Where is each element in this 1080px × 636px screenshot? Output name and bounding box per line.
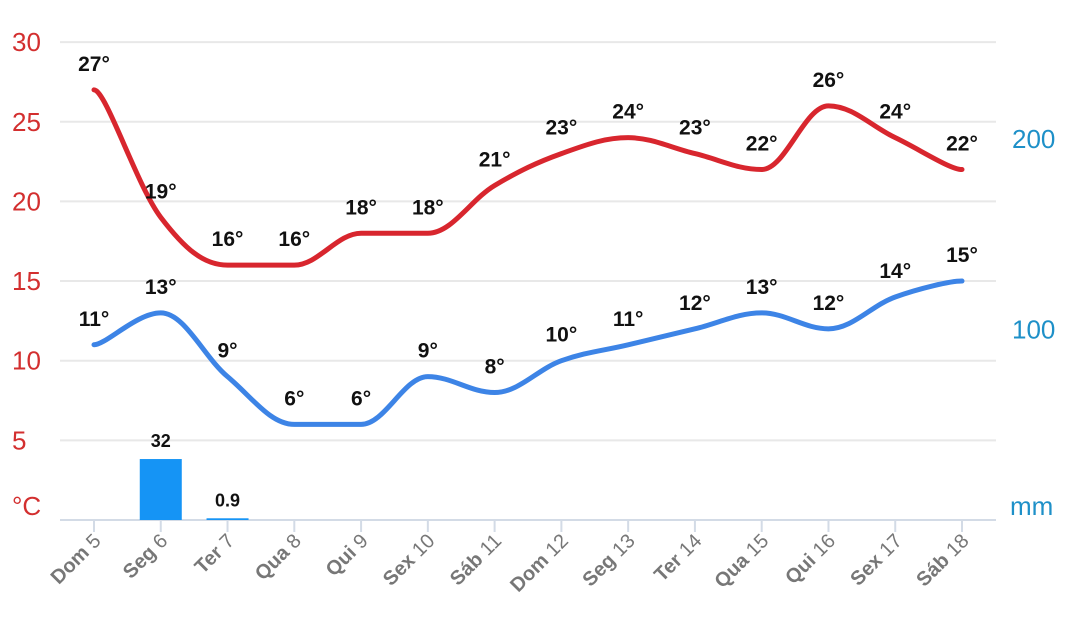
x-tick-label: Qua 15 xyxy=(710,530,773,593)
x-tick-label: Sáb 11 xyxy=(446,530,506,590)
x-tick-label: Sex 17 xyxy=(846,530,906,590)
x-tick-label: Seg 6 xyxy=(119,530,172,583)
x-tick-label: Qui 9 xyxy=(322,530,373,581)
left-tick-label: 20 xyxy=(12,186,41,216)
max-temperature-label: 18° xyxy=(412,196,444,219)
left-tick-label: 10 xyxy=(12,346,41,376)
precipitation-bars: 320.9 xyxy=(139,431,249,520)
min-temperature-label: 13° xyxy=(746,276,778,299)
x-tick-label: Ter 7 xyxy=(191,530,239,578)
max-temperature-label: 24° xyxy=(879,101,911,124)
max-temperature-label: 24° xyxy=(612,101,644,124)
precipitation-label: 32 xyxy=(151,431,171,451)
max-temperature-label: 16° xyxy=(212,228,244,251)
x-tick-label: Qui 16 xyxy=(781,530,840,589)
precipitation-label: 0.9 xyxy=(215,490,240,510)
max-temperature-label: 22° xyxy=(946,133,978,156)
min-temperature-label: 9° xyxy=(217,340,237,363)
min-temperature-label: 12° xyxy=(679,292,711,315)
max-temperature-label: 19° xyxy=(145,180,177,203)
min-temperature-label: 11° xyxy=(613,308,644,331)
min-temperature-label: 9° xyxy=(418,340,438,363)
left-tick-label: 15 xyxy=(12,266,41,296)
right-tick-label: 100 xyxy=(1012,315,1055,345)
min-temperature-label: 14° xyxy=(879,260,911,283)
x-tick-label: Dom 5 xyxy=(47,530,106,589)
x-tick-label: Seg 13 xyxy=(579,530,640,591)
min-temperature-label: 12° xyxy=(813,292,845,315)
min-temperature-line xyxy=(91,278,965,427)
min-temperature-label: 11° xyxy=(79,308,110,331)
max-temperature-label: 23° xyxy=(679,117,711,140)
min-temperature-label: 10° xyxy=(546,324,578,347)
precipitation-bar xyxy=(139,459,182,520)
x-tick-label: Sáb 18 xyxy=(912,530,973,591)
precipitation-bar xyxy=(206,518,249,520)
temperature-lines: 27° 19° 16° 16° 18° 18° 21° 23° 24° 23° 22° 26° 24° 2… xyxy=(78,53,978,427)
x-tick-label: Sex 10 xyxy=(379,530,439,590)
min-temperature-label: 13° xyxy=(145,276,177,299)
left-tick-label: 25 xyxy=(12,107,41,137)
right-axis: 100 200 mm xyxy=(1010,124,1055,521)
x-tick-label: Dom 12 xyxy=(506,530,573,597)
max-temperature-label: 27° xyxy=(78,53,110,76)
max-temperature-label: 26° xyxy=(813,69,845,92)
max-temperature-line xyxy=(91,87,965,268)
right-axis-unit: mm xyxy=(1010,491,1053,521)
max-temperature-label: 16° xyxy=(278,228,310,251)
max-temperature-label: 22° xyxy=(746,133,778,156)
left-axis: 5 10 15 20 25 30 °C xyxy=(12,27,41,521)
x-tick-label: Ter 14 xyxy=(650,530,706,586)
left-axis-unit: °C xyxy=(12,491,41,521)
max-temperature-label: 18° xyxy=(345,196,377,219)
left-tick-label: 5 xyxy=(12,425,26,455)
max-temperature-label: 23° xyxy=(546,117,578,140)
x-tick-label: Qua 8 xyxy=(251,530,306,585)
min-temperature-label: 15° xyxy=(946,244,978,267)
left-tick-label: 30 xyxy=(12,27,41,57)
right-tick-label: 200 xyxy=(1012,124,1055,154)
min-temperature-label: 8° xyxy=(485,356,505,379)
min-temperature-label: 6° xyxy=(284,387,304,410)
min-temperature-label: 6° xyxy=(351,387,371,410)
max-temperature-label: 21° xyxy=(479,148,511,171)
